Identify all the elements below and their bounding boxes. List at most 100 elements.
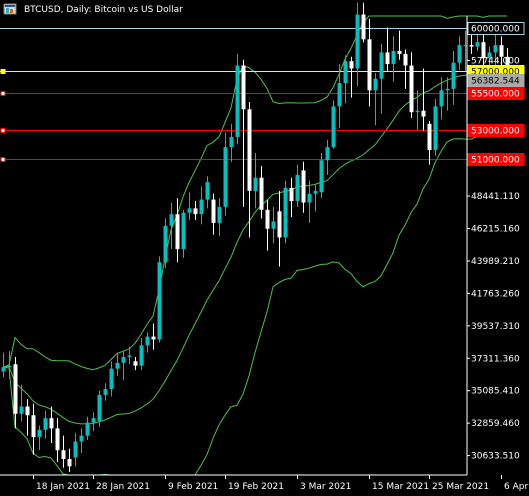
candle [175, 198, 180, 263]
candle-body [367, 39, 372, 91]
candle [13, 356, 18, 429]
candle-body [355, 14, 360, 69]
time-tick-label: 28 Jan 2021 [96, 482, 150, 492]
candle-body [301, 170, 306, 203]
candle [463, 30, 468, 72]
resistance-price-tag-text: 60000.000 [471, 25, 520, 35]
candle [253, 152, 258, 209]
candle-body [349, 61, 354, 69]
time-axis-labels: 18 Jan 2021 28 Jan 2021 9 Feb 2021 19 Feb 2… [33, 475, 529, 492]
candle-body [271, 221, 276, 229]
time-tick-label: 6 Apr 2021 [504, 482, 529, 492]
level-price-tags[interactable]: 60000.000 57000.000 55500.000 53000.000 5100… [467, 22, 525, 166]
yellow-level-price-tag-text: 57000.000 [471, 68, 520, 78]
resistance-price-tag-box [467, 22, 525, 35]
candle-body [259, 177, 264, 210]
window-icon-titlebar [5, 5, 15, 7]
candle-body [265, 209, 270, 229]
time-tick-label: 3 Mar 2021 [300, 482, 351, 492]
current-price-tag[interactable]: 56382.544 [467, 74, 525, 87]
time-tick-label: 19 Feb 2021 [228, 482, 284, 492]
time-tick-label: 18 Jan 2021 [36, 482, 90, 492]
candle-body [205, 182, 210, 200]
candle [307, 180, 312, 223]
candle-body [247, 109, 252, 191]
candle-body [385, 52, 390, 65]
candle [157, 256, 162, 343]
candle-body [199, 199, 204, 215]
candle-body [43, 418, 48, 430]
candle [187, 192, 192, 220]
candle-body [169, 214, 174, 226]
candle [121, 351, 126, 381]
candle-body [235, 65, 240, 137]
candle-body [7, 365, 12, 368]
candle [211, 193, 216, 235]
bollinger-upper-line [2, 15, 507, 371]
candle-body [217, 206, 222, 223]
candle [445, 77, 450, 111]
candle [235, 53, 240, 145]
candle [295, 164, 300, 207]
candle-body [31, 415, 36, 438]
candle [451, 50, 456, 105]
candle [181, 209, 186, 258]
candle-body [211, 199, 216, 223]
price-tick-label: 32859.460 [471, 419, 520, 429]
candle [361, 2, 366, 43]
candle-body [319, 160, 324, 193]
candle-body [397, 50, 402, 54]
candle-body [373, 78, 378, 91]
candle [199, 186, 204, 225]
price-tick-label: 46215.160 [471, 225, 520, 235]
window-icon-bar [6, 8, 9, 13]
candle-body [403, 53, 408, 66]
yellow-level-anchor-handle[interactable] [0, 69, 6, 74]
red-level-3-anchor-handle[interactable] [0, 157, 6, 162]
candle-body [55, 428, 60, 451]
candle [103, 383, 108, 401]
candle-body [421, 110, 426, 117]
candle-body [67, 458, 72, 467]
candle [283, 180, 288, 244]
red-level-1-price-tag-text: 55500.000 [471, 90, 520, 100]
candle [277, 190, 282, 267]
candle [367, 18, 372, 107]
red-level-3-price-tag-text: 51000.000 [471, 156, 520, 166]
red-level-3-price-tag[interactable]: 51000.000 [467, 153, 525, 166]
candle-body [331, 106, 336, 148]
candle [7, 351, 12, 379]
candle-body [337, 83, 342, 107]
candle-body [73, 441, 78, 458]
candle-body [49, 418, 54, 429]
candle-body [85, 422, 90, 436]
red-level-1-price-tag[interactable]: 55500.000 [467, 87, 525, 100]
candles [1, 2, 510, 473]
candle [133, 356, 138, 371]
candle-body [103, 389, 108, 395]
candle [415, 90, 420, 130]
candle-body [109, 368, 114, 390]
candle [259, 166, 264, 219]
candle-body [37, 429, 42, 438]
red-level-3-price-tag-box [467, 153, 525, 166]
candle-body [409, 65, 414, 113]
candle [379, 43, 384, 114]
candle [337, 64, 342, 129]
time-tick-label: 25 Mar 2021 [432, 482, 489, 492]
red-level-2-anchor-handle[interactable] [0, 128, 6, 133]
resistance-price-tag[interactable]: 60000.000 [467, 22, 525, 35]
candle-body [145, 336, 150, 346]
chart-window-icon [3, 3, 17, 15]
candle-body [187, 208, 192, 213]
candle [403, 49, 408, 89]
price-tick-label: 37311.360 [471, 354, 520, 364]
candle-body [175, 214, 180, 250]
candle-body [295, 174, 300, 202]
red-level-2-price-tag[interactable]: 53000.000 [467, 124, 525, 137]
candle-body [133, 361, 138, 366]
candle [109, 361, 114, 397]
red-level-1-anchor-handle[interactable] [0, 91, 6, 96]
